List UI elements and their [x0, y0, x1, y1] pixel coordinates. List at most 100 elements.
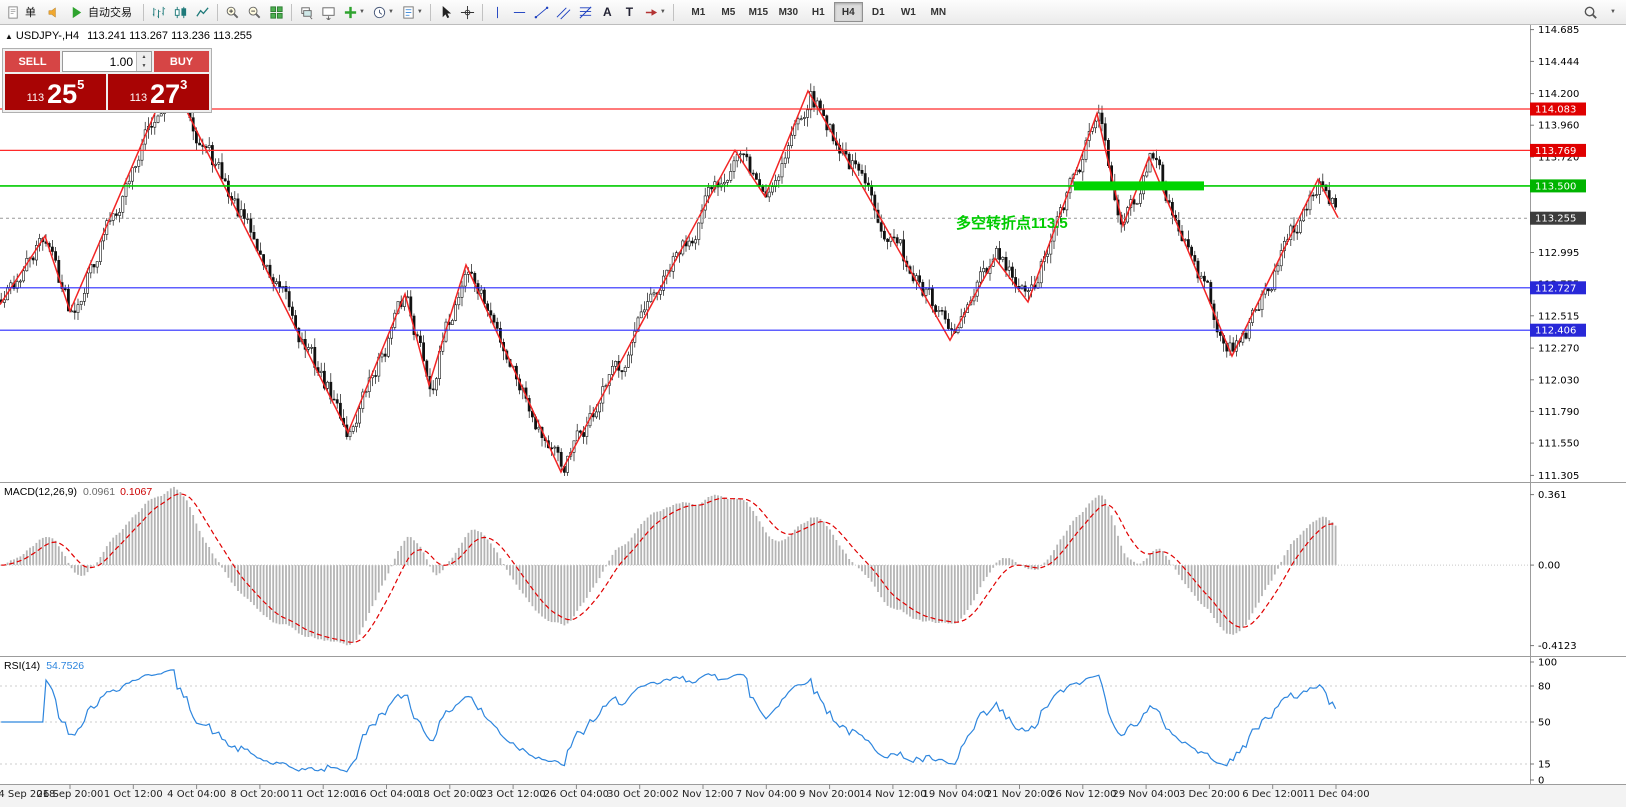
- rsi-line: [1, 669, 1337, 773]
- timeframe-m1[interactable]: M1: [691, 6, 706, 18]
- tile-windows-icon: [270, 5, 283, 19]
- svg-text:113.720: 113.720: [1538, 152, 1579, 163]
- fibonacci-icon: [579, 6, 592, 18]
- zoom-in-icon: [226, 6, 239, 18]
- timeframe-h4[interactable]: H4: [833, 2, 863, 22]
- volume-up-button[interactable]: [137, 52, 151, 62]
- volume-field[interactable]: 1.00: [62, 51, 152, 72]
- buy-button[interactable]: BUY: [154, 51, 209, 72]
- zoom-out-button[interactable]: [244, 2, 265, 22]
- horizontal-line-tool-button[interactable]: [509, 2, 530, 22]
- sound-button[interactable]: [44, 2, 65, 22]
- svg-text:8 Oct 20:00: 8 Oct 20:00: [230, 789, 289, 800]
- svg-text:80: 80: [1538, 682, 1551, 693]
- timeframe-mn[interactable]: MN: [930, 6, 947, 18]
- arrow-tools-button[interactable]: [641, 2, 669, 22]
- collapse-triangle-icon[interactable]: [5, 32, 13, 41]
- toolbar-separator: [429, 3, 431, 21]
- vertical-line-tool-button[interactable]: [487, 2, 508, 22]
- timeframe-h1[interactable]: H1: [811, 6, 825, 18]
- timeframe-d1[interactable]: D1: [871, 6, 885, 18]
- svg-text:114.685: 114.685: [1538, 25, 1579, 36]
- timeframe-m15[interactable]: M15: [748, 6, 769, 18]
- macd-indicator-label: MACD(12,26,9) 0.0961 0.1067: [4, 486, 152, 498]
- timeframe-m5[interactable]: M5: [721, 6, 736, 18]
- price-badge: [1530, 323, 1586, 337]
- buy-price-tile[interactable]: 113 27 3: [108, 74, 209, 110]
- macd-value-signal: 0.1067: [120, 486, 153, 498]
- bar-chart-icon: [152, 6, 166, 18]
- arrange-windows-button[interactable]: [318, 2, 339, 22]
- sound-icon: [48, 6, 56, 18]
- text-label-tool-icon: T: [625, 5, 634, 19]
- svg-text:6 Dec 12:00: 6 Dec 12:00: [1242, 789, 1303, 800]
- cursor-tool-button[interactable]: [435, 2, 456, 22]
- new-order-button[interactable]: 单: [3, 2, 43, 22]
- zigzag-line[interactable]: [0, 76, 1339, 474]
- svg-text:112.727: 112.727: [1535, 283, 1576, 294]
- sell-button[interactable]: SELL: [5, 51, 60, 72]
- macd-histogram: [3, 486, 1337, 646]
- rsi-indicator-label: RSI(14) 54.7526: [4, 660, 84, 672]
- new-order-icon: [8, 5, 18, 19]
- svg-text:0.361: 0.361: [1538, 490, 1567, 501]
- svg-text:3 Dec 20:00: 3 Dec 20:00: [1179, 789, 1240, 800]
- fibonacci-tool-button[interactable]: [575, 2, 596, 22]
- svg-text:100: 100: [1538, 658, 1557, 669]
- tile-windows-button[interactable]: [266, 2, 287, 22]
- green-zone-bar[interactable]: [1074, 181, 1204, 191]
- svg-text:0.00: 0.00: [1538, 561, 1560, 572]
- equidistant-channel-tool-button[interactable]: [553, 2, 574, 22]
- svg-text:4 Oct 04:00: 4 Oct 04:00: [167, 789, 226, 800]
- templates-button[interactable]: [398, 2, 426, 22]
- timeframe-w1[interactable]: W1: [900, 6, 916, 18]
- add-indicator-button[interactable]: [340, 2, 368, 22]
- sell-price-big: 25: [47, 79, 78, 110]
- svg-text:30 Oct 20:00: 30 Oct 20:00: [607, 789, 672, 800]
- toolbar-separator: [217, 3, 218, 21]
- chevron-down-icon: [660, 9, 666, 15]
- svg-text:112.406: 112.406: [1535, 326, 1576, 337]
- toolbar-more-button[interactable]: [1602, 2, 1623, 22]
- candlestick-chart-button[interactable]: [170, 2, 191, 22]
- cascade-windows-icon: [301, 6, 313, 19]
- volume-value[interactable]: 1.00: [109, 54, 133, 69]
- search-button[interactable]: [1580, 2, 1601, 22]
- trendline-icon: [534, 6, 549, 18]
- pane-dividers[interactable]: [0, 482, 1626, 785]
- crosshair-tool-button[interactable]: [457, 2, 478, 22]
- svg-text:114.083: 114.083: [1535, 105, 1576, 116]
- trendline-tool-button[interactable]: [531, 2, 552, 22]
- text-label-tool-button[interactable]: T: [619, 2, 640, 22]
- svg-text:26 Oct 04:00: 26 Oct 04:00: [544, 789, 609, 800]
- macd-axis-labels: 0.361 0.00 -0.4123: [1530, 490, 1577, 652]
- cascade-windows-button[interactable]: [296, 2, 317, 22]
- periods-button[interactable]: [369, 2, 397, 22]
- volume-down-button[interactable]: [137, 61, 151, 71]
- chevron-down-icon: [359, 9, 365, 15]
- quote-bar: USDJPY-,H4 113.241 113.267 113.236 113.25…: [5, 30, 252, 42]
- zoom-in-button[interactable]: [222, 2, 243, 22]
- candlestick-chart-icon: [174, 6, 187, 18]
- sell-price-small: 113: [26, 92, 45, 104]
- zoom-out-icon: [248, 6, 261, 18]
- autotrade-button[interactable]: 自动交易: [66, 2, 139, 22]
- svg-text:112.030: 112.030: [1538, 375, 1579, 386]
- svg-text:0: 0: [1538, 776, 1544, 787]
- time-axis-bg: [0, 785, 1626, 807]
- bar-chart-button[interactable]: [148, 2, 169, 22]
- svg-text:114.444: 114.444: [1538, 57, 1579, 68]
- svg-text:15: 15: [1538, 760, 1551, 771]
- timeframe-m30[interactable]: M30: [778, 6, 799, 18]
- line-chart-button[interactable]: [192, 2, 213, 22]
- new-order-label: 单: [25, 7, 36, 19]
- svg-text:7 Nov 04:00: 7 Nov 04:00: [736, 789, 797, 800]
- sell-price-tile[interactable]: 113 25 5: [5, 74, 106, 110]
- chevron-down-icon: [1610, 9, 1616, 15]
- horizontal-level-lines[interactable]: [0, 108, 1530, 331]
- main-toolbar: 单 自动交易: [0, 0, 1626, 25]
- text-tool-button[interactable]: A: [597, 2, 618, 22]
- svg-text:14 Nov 12:00: 14 Nov 12:00: [859, 789, 926, 800]
